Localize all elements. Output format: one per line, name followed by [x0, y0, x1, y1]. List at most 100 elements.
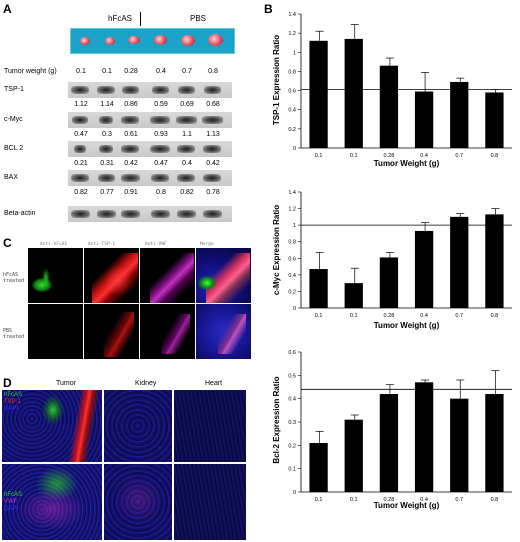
x-axis-title: Tumor Weight (g)	[374, 501, 440, 510]
blot-band	[203, 174, 221, 182]
micrograph-heart-tsp1	[174, 390, 246, 462]
y-tick-label: 0.1	[288, 467, 296, 473]
y-tick-label: 0.4	[288, 273, 296, 279]
bar	[309, 269, 328, 308]
bar	[379, 257, 399, 308]
blot-band	[74, 145, 86, 153]
blot-band	[203, 145, 221, 153]
blot-value: 0.21	[74, 160, 88, 167]
blot-strip	[68, 112, 232, 128]
blot-value: 0.47	[74, 131, 88, 138]
tumor-weight-value: 0.28	[124, 68, 138, 75]
tumor-photo-strip	[70, 28, 235, 54]
x-tick-label: 0.4	[420, 313, 428, 319]
x-tick-label: 0.1	[350, 497, 358, 503]
bar	[450, 216, 469, 308]
blot-band	[97, 174, 115, 182]
blot-band	[177, 145, 195, 153]
blot-band	[97, 86, 115, 94]
legend-entry: DAPI	[4, 406, 19, 412]
micrograph-hfcas-anti-hfcas	[28, 248, 83, 303]
blot-band	[99, 116, 113, 124]
blot-value: 1.1	[182, 131, 192, 138]
micrograph-pbs-anti-vwf	[140, 304, 195, 359]
y-tick-label: 0.2	[288, 443, 296, 449]
panel-letter-c: C	[3, 236, 12, 250]
group-divider	[140, 12, 141, 26]
blot-value: 0.86	[124, 101, 138, 108]
blot-band	[121, 145, 139, 153]
blot-band	[175, 116, 197, 124]
blot-band	[120, 210, 140, 218]
column-label-tumor: Tumor	[56, 380, 76, 387]
bar	[309, 443, 328, 492]
blot-value: 0.8	[156, 189, 166, 196]
micrograph-kidney-vwf	[104, 464, 172, 540]
tumor-photo	[105, 37, 115, 45]
y-tick-label: 0.8	[288, 69, 296, 75]
blot-band	[176, 210, 196, 218]
column-label-anti-tsp1: Anti-TSP-1	[88, 242, 116, 247]
bar	[344, 419, 363, 492]
tumor-weight-value: 0.8	[208, 68, 218, 75]
y-axis-title: TSP-1 Expression Ratio	[272, 35, 281, 125]
blot-label: BCL 2	[4, 145, 24, 152]
y-tick-label: 0.4	[288, 397, 296, 403]
tumor-photo	[128, 36, 140, 44]
group-label-hfcas: hFcAS	[108, 14, 133, 23]
bar	[450, 398, 469, 492]
tumor-photo	[181, 35, 195, 46]
y-tick-label: 1	[293, 223, 296, 229]
y-tick-label: 1.2	[288, 31, 296, 37]
micrograph-pbs-merge	[196, 304, 251, 359]
blot-value: 0.31	[100, 160, 114, 167]
panel-letter-a: A	[3, 2, 12, 16]
blot-value: 0.42	[124, 160, 138, 167]
bar	[379, 65, 399, 148]
y-axis-title: c-Myc Expression Ratio	[272, 205, 281, 295]
y-tick-label: 0.5	[288, 373, 296, 379]
x-tick-label: 0.28	[384, 497, 395, 503]
micrograph-hfcas-anti-vwf	[140, 248, 195, 303]
micrograph-hfcas-merge	[196, 248, 251, 303]
blot-label: TSP-1	[4, 86, 24, 93]
legend-entry: DAPI	[4, 506, 19, 512]
legend-entry: hFcAS	[4, 392, 23, 398]
blot-value: 1.12	[74, 101, 88, 108]
y-tick-label: 0.6	[288, 89, 296, 95]
bar	[309, 40, 328, 148]
column-label-kidney: Kidney	[135, 380, 157, 387]
blot-strip	[68, 82, 232, 98]
x-tick-label: 0.1	[350, 153, 358, 159]
blot-band	[72, 116, 88, 124]
column-label-merge: Merge	[200, 242, 214, 247]
bar	[414, 382, 434, 492]
column-label-heart: Heart	[205, 380, 223, 387]
blot-band	[121, 116, 139, 124]
y-tick-label: 0	[293, 146, 296, 152]
legend-row2: hFcAS VWF DAPI	[4, 492, 22, 513]
y-tick-label: 1	[293, 50, 296, 56]
blot-band	[151, 86, 169, 94]
x-tick-label: 0.4	[420, 497, 428, 503]
tumor-weight-value: 0.1	[76, 68, 86, 75]
x-tick-label: 0.7	[455, 153, 463, 159]
row-label-pbs-treated: PBS treated	[3, 328, 25, 340]
bar	[414, 91, 434, 148]
legend-entry: hFcAS	[4, 492, 23, 498]
blot-band	[201, 116, 223, 124]
x-tick-label: 0.7	[455, 497, 463, 503]
panel-letter-d: D	[3, 376, 12, 390]
micrograph-heart-vwf	[174, 464, 246, 540]
y-tick-label: 0.4	[288, 108, 296, 114]
blot-value: 0.82	[74, 189, 88, 196]
blot-band	[120, 174, 140, 182]
tumor-photo	[80, 37, 90, 45]
blot-band	[202, 210, 222, 218]
blot-band	[99, 145, 113, 153]
blot-value: 0.78	[206, 189, 220, 196]
blot-band	[203, 86, 221, 94]
blot-value: 0.59	[154, 101, 168, 108]
tumor-photo	[208, 34, 223, 46]
